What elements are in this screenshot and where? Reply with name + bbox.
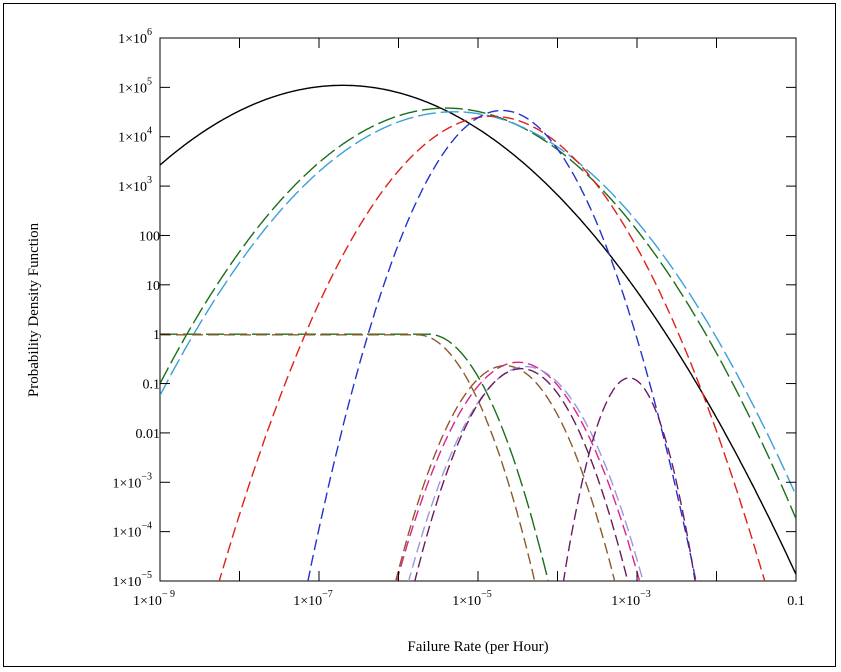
plot-area — [159, 37, 797, 582]
y-tick-labels: 1×106 1×105 1×104 1×103 100 10 1 0.1 0.01 1×10−3 1… — [112, 27, 160, 590]
y-tick-label: 1×10−3 — [112, 471, 152, 491]
y-tick-label: 1×106 — [118, 27, 152, 47]
y-tick-label: 1×10−4 — [112, 521, 152, 541]
x-tick-labels: 1×10− 9 1×10−7 1×10−5 1×10−3 0.1 — [133, 589, 805, 609]
series-curve-9 — [395, 365, 616, 581]
series-curve-3 — [160, 111, 796, 496]
y-tick-label: 0.1 — [143, 378, 161, 393]
series-curve-12 — [562, 377, 696, 581]
y-tick-label: 1 — [153, 328, 160, 343]
y-tick-label: 1×105 — [118, 76, 152, 96]
series-curve-4 — [218, 115, 766, 581]
curves — [160, 84, 796, 581]
x-axis-title: Failure Rate (per Hour) — [407, 639, 548, 655]
plot-frame — [3, 3, 836, 667]
x-tick-label: 0.1 — [787, 594, 805, 609]
series-curve-1 — [160, 84, 796, 575]
ticks — [159, 37, 797, 582]
plot-area-group — [159, 37, 797, 582]
series-curve-10 — [407, 365, 644, 581]
y-tick-label: 100 — [139, 229, 160, 244]
series-curve-11 — [414, 368, 629, 581]
x-tick-label: 1×10−3 — [611, 589, 651, 609]
y-tick-label: 10 — [146, 279, 160, 294]
x-tick-label: 1×10− 9 — [133, 589, 175, 609]
series-curve-8 — [396, 361, 641, 581]
series-curve-2 — [160, 107, 796, 519]
y-tick-label: 0.01 — [136, 427, 161, 442]
x-tick-label: 1×10−7 — [293, 589, 333, 609]
y-tick-label: 1×10−5 — [112, 570, 152, 590]
y-tick-label: 1×103 — [118, 175, 152, 195]
series-curve-7 — [160, 334, 536, 581]
series-curve-5 — [307, 109, 697, 581]
y-tick-label: 1×104 — [118, 126, 152, 146]
x-tick-label: 1×10−5 — [452, 589, 492, 609]
y-axis-title: Probability Density Function — [26, 222, 42, 397]
